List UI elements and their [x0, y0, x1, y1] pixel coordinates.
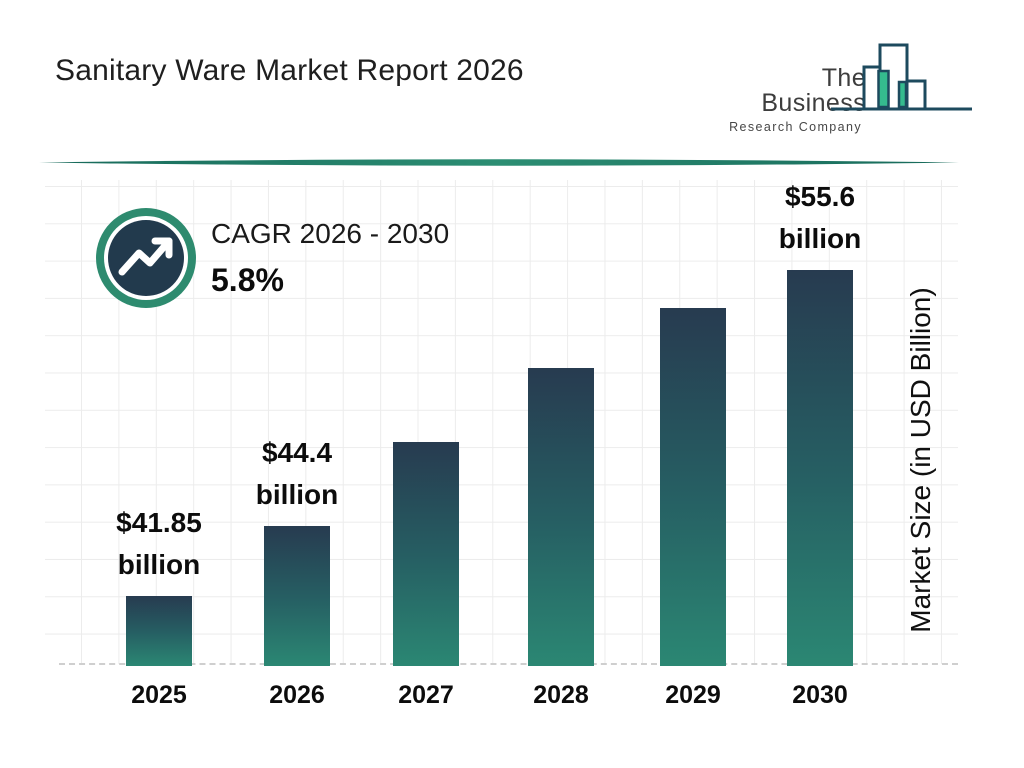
- x-tick-2025: 2025: [131, 681, 187, 709]
- divider-line: [39, 159, 959, 166]
- bar-2027: [393, 442, 459, 666]
- logo: The Business Research Company: [716, 64, 866, 135]
- trending-up-icon: [96, 208, 196, 308]
- x-tick-2030: 2030: [792, 681, 848, 709]
- x-tick-2027: 2027: [398, 681, 454, 709]
- logo-text-line2: Research Company: [729, 120, 862, 134]
- bar-2026: [264, 526, 330, 666]
- x-axis-baseline: [59, 663, 958, 665]
- value-label-2026: $44.4 billion: [255, 437, 339, 510]
- value-label-2025: $41.85 billion: [116, 507, 202, 580]
- bar-2030: [787, 270, 853, 666]
- y-axis-title: Market Size (in USD Billion): [905, 287, 936, 633]
- bar-2025: [126, 596, 192, 666]
- x-tick-2028: 2028: [533, 681, 589, 709]
- x-tick-2029: 2029: [665, 681, 721, 709]
- bar-chart: 2025 $41.85 billion 2026 $44.4 billion 2027 202…: [45, 180, 958, 709]
- cagr-value: 5.8%: [211, 262, 284, 298]
- logo-text-line1: The Business: [761, 64, 866, 117]
- value-label-2030: $55.6 billion: [778, 181, 862, 254]
- bar-2029: [660, 308, 726, 666]
- bar-2028: [528, 368, 594, 666]
- logo-bars-icon: [831, 43, 972, 111]
- page-title: Sanitary Ware Market Report 2026: [55, 54, 524, 87]
- x-tick-2026: 2026: [269, 681, 325, 709]
- cagr-period-label: CAGR 2026 - 2030: [211, 218, 450, 249]
